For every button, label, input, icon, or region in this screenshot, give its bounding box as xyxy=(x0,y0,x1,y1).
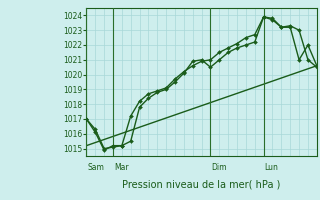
Text: Dim: Dim xyxy=(211,163,227,172)
Text: Lun: Lun xyxy=(265,163,278,172)
Text: Pression niveau de la mer( hPa ): Pression niveau de la mer( hPa ) xyxy=(123,180,281,190)
Text: Mar: Mar xyxy=(114,163,129,172)
Text: Sam: Sam xyxy=(87,163,104,172)
